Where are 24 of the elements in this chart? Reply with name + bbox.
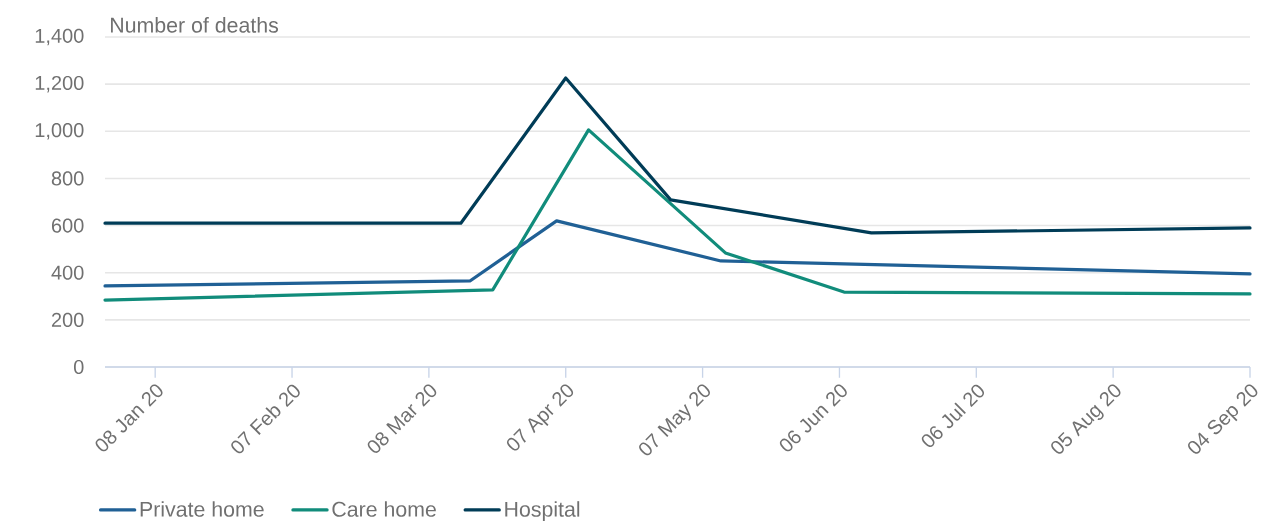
y-tick-label: 200: [51, 312, 84, 327]
legend-label: Private home: [140, 501, 264, 517]
x-tick-label: 07 Feb 20: [231, 384, 300, 454]
y-tick-label: 600: [51, 218, 84, 233]
x-tick-label: 06 Jul 20: [921, 384, 985, 448]
x-tick-label: 05 Aug 20: [1051, 384, 1121, 454]
x-tick-label: 08 Mar 20: [367, 384, 437, 453]
line-series: [103, 128, 1252, 302]
legend-label: Care home: [332, 501, 436, 517]
y-axis-title: Number of deaths: [111, 17, 279, 33]
y-tick-label: 1,200: [35, 75, 84, 93]
y-tick-label: 1,000: [35, 123, 84, 140]
x-tick-label: 07 Apr 20: [506, 384, 574, 451]
y-tick-label: 800: [51, 171, 84, 186]
line-series: [103, 219, 1252, 288]
y-tick-label: 0: [73, 359, 84, 375]
x-tick-label: 04 Sep 20: [1188, 384, 1258, 454]
line-series: [103, 76, 1252, 235]
x-tick-label: 06 Jun 20: [779, 384, 847, 452]
y-tick-label: 400: [51, 265, 84, 280]
x-tick-label: 08 Jan 20: [95, 384, 163, 452]
x-tick-label: 07 May 20: [639, 384, 710, 456]
y-tick-label: 1,400: [35, 28, 84, 46]
legend-label: Hospital: [505, 501, 580, 522]
